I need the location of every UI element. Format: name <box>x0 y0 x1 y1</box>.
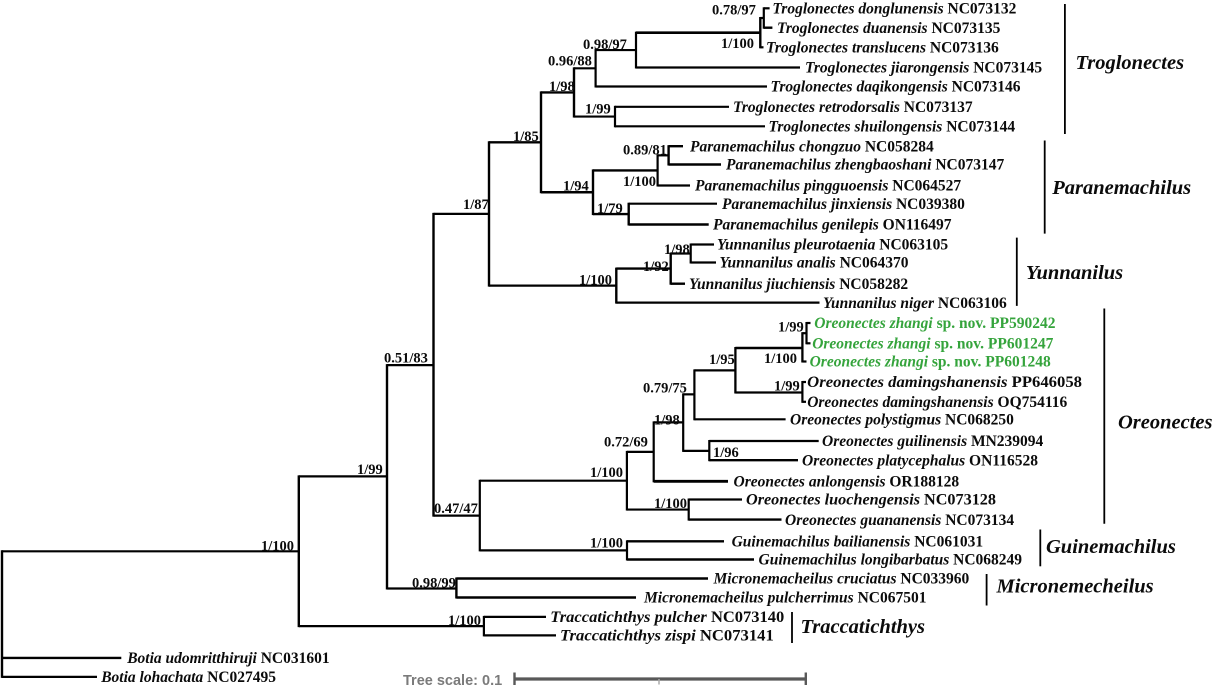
svg-text:Guinemachilus bailianensis NC0: Guinemachilus bailianensis NC061031 <box>732 534 984 551</box>
svg-text:Guinemachilus longibarbatus NC: Guinemachilus longibarbatus NC068249 <box>759 552 1023 569</box>
svg-text:Oreonectes damingshanensis PP6: Oreonectes damingshanensis PP646058 <box>807 374 1082 391</box>
svg-text:Botia udomritthiruji NC031601: Botia udomritthiruji NC031601 <box>126 650 329 667</box>
svg-text:0.78/97: 0.78/97 <box>712 3 756 19</box>
svg-text:0.98/99: 0.98/99 <box>412 576 456 592</box>
svg-text:0.89/81: 0.89/81 <box>623 143 667 159</box>
svg-text:Traccatichthys: Traccatichthys <box>801 616 926 638</box>
svg-text:Oreonectes damingshanensis OQ7: Oreonectes damingshanensis OQ754116 <box>807 394 1067 411</box>
svg-text:1/100: 1/100 <box>448 613 481 629</box>
svg-text:Oreonectes polystigmus NC06825: Oreonectes polystigmus NC068250 <box>790 412 1014 429</box>
svg-text:Troglonectes: Troglonectes <box>1076 52 1185 74</box>
svg-text:1/100: 1/100 <box>623 174 656 190</box>
svg-text:Oreonectes zhangi sp. nov. PP6: Oreonectes zhangi sp. nov. PP601247 <box>812 336 1053 353</box>
svg-text:Troglonectes shuilongensis NC0: Troglonectes shuilongensis NC073144 <box>769 119 1016 136</box>
svg-text:Micronemacheilus cruciatus NC0: Micronemacheilus cruciatus NC033960 <box>713 571 970 588</box>
svg-text:1/99: 1/99 <box>774 379 800 395</box>
svg-text:Yunnanilus: Yunnanilus <box>1026 262 1123 284</box>
svg-text:Paranemachilus zhengbaoshani N: Paranemachilus zhengbaoshani NC073147 <box>726 157 1004 174</box>
svg-text:Micronemecheilus: Micronemecheilus <box>996 576 1154 598</box>
svg-text:Troglonectes jiarongensis NC07: Troglonectes jiarongensis NC073145 <box>805 60 1042 77</box>
svg-text:Paranemachilus genilepis ON116: Paranemachilus genilepis ON116497 <box>713 217 952 234</box>
svg-text:Troglonectes retrodorsalis NC0: Troglonectes retrodorsalis NC073137 <box>733 99 973 116</box>
svg-text:Troglonectes duanensis NC07313: Troglonectes duanensis NC073135 <box>777 20 1001 37</box>
svg-text:1/94: 1/94 <box>563 179 589 195</box>
svg-text:0.72/69: 0.72/69 <box>604 435 648 451</box>
svg-text:Oreonectes platycephalus ON116: Oreonectes platycephalus ON116528 <box>802 452 1038 469</box>
svg-text:0.47/47: 0.47/47 <box>434 501 478 517</box>
svg-text:1/100: 1/100 <box>261 539 294 555</box>
svg-text:1/98: 1/98 <box>549 79 575 95</box>
svg-text:Traccatichthys pulcher NC07314: Traccatichthys pulcher NC073140 <box>550 609 784 626</box>
svg-text:Oreonectes zhangi sp. nov. PP6: Oreonectes zhangi sp. nov. PP601248 <box>810 354 1051 371</box>
svg-text:Troglonectes translucens NC073: Troglonectes translucens NC073136 <box>766 40 999 57</box>
svg-text:Oreonectes anlongensis OR18812: Oreonectes anlongensis OR188128 <box>734 474 960 491</box>
svg-text:Oreonectes luochengensis NC073: Oreonectes luochengensis NC073128 <box>746 492 996 509</box>
svg-text:1/79: 1/79 <box>597 201 623 217</box>
svg-text:Yunnanilus pleurotaenia NC0631: Yunnanilus pleurotaenia NC063105 <box>717 237 948 254</box>
svg-text:1/99: 1/99 <box>778 320 804 336</box>
svg-text:Troglonectes daqikongensis NC0: Troglonectes daqikongensis NC073146 <box>771 79 1021 96</box>
svg-text:Micronemacheilus pulcherrimus: Micronemacheilus pulcherrimus NC067501 <box>643 590 926 607</box>
svg-text:1/100: 1/100 <box>590 465 623 481</box>
svg-text:Paranemachilus pingguoensis NC: Paranemachilus pingguoensis NC064527 <box>695 178 961 195</box>
svg-text:1/100: 1/100 <box>579 273 612 289</box>
svg-text:Botia lohachata NC027495: Botia lohachata NC027495 <box>100 669 276 686</box>
svg-text:1/100: 1/100 <box>654 496 687 512</box>
svg-text:1/100: 1/100 <box>764 351 797 367</box>
svg-text:Yunnanilus niger NC063106: Yunnanilus niger NC063106 <box>823 295 1007 312</box>
svg-text:1/98: 1/98 <box>664 242 690 258</box>
svg-text:1/92: 1/92 <box>643 259 669 275</box>
svg-text:1/100: 1/100 <box>721 36 754 52</box>
svg-text:1/96: 1/96 <box>713 445 739 461</box>
svg-text:Oreonectes zhangi sp. nov. PP5: Oreonectes zhangi sp. nov. PP590242 <box>814 315 1055 332</box>
svg-text:Yunnanilus analis NC064370: Yunnanilus analis NC064370 <box>720 255 909 272</box>
svg-text:0.98/97: 0.98/97 <box>583 37 627 53</box>
svg-text:1/99: 1/99 <box>357 462 383 478</box>
svg-text:0.96/88: 0.96/88 <box>548 54 592 70</box>
svg-text:Paranemachilus: Paranemachilus <box>1051 177 1191 199</box>
svg-text:1/95: 1/95 <box>709 352 735 368</box>
svg-text:Oreonectes: Oreonectes <box>1118 412 1212 434</box>
svg-text:Paranemachilus chongzuo NC0582: Paranemachilus chongzuo NC058284 <box>690 138 934 155</box>
svg-text:0.51/83: 0.51/83 <box>384 351 428 367</box>
svg-text:0.79/75: 0.79/75 <box>643 381 687 397</box>
svg-text:Troglonectes donglunensis NC07: Troglonectes donglunensis NC073132 <box>772 1 1016 18</box>
svg-text:Yunnanilus jiuchiensis NC05828: Yunnanilus jiuchiensis NC058282 <box>689 276 908 293</box>
svg-text:Guinemachilus: Guinemachilus <box>1046 536 1176 558</box>
svg-text:Oreonectes guananensis NC07313: Oreonectes guananensis NC073134 <box>785 512 1014 529</box>
svg-text:1/99: 1/99 <box>585 102 611 118</box>
svg-text:1/98: 1/98 <box>654 413 680 429</box>
svg-text:Oreonectes guilinensis MN23909: Oreonectes guilinensis MN239094 <box>822 433 1044 450</box>
svg-text:Traccatichthys zispi NC073141: Traccatichthys zispi NC073141 <box>560 628 774 645</box>
svg-text:1/87: 1/87 <box>463 197 489 213</box>
svg-text:1/100: 1/100 <box>590 536 623 552</box>
svg-text:Tree scale: 0.1: Tree scale: 0.1 <box>403 673 502 689</box>
svg-text:Paranemachilus jinxiensis NC03: Paranemachilus jinxiensis NC039380 <box>722 196 965 213</box>
svg-text:1/85: 1/85 <box>513 129 539 145</box>
